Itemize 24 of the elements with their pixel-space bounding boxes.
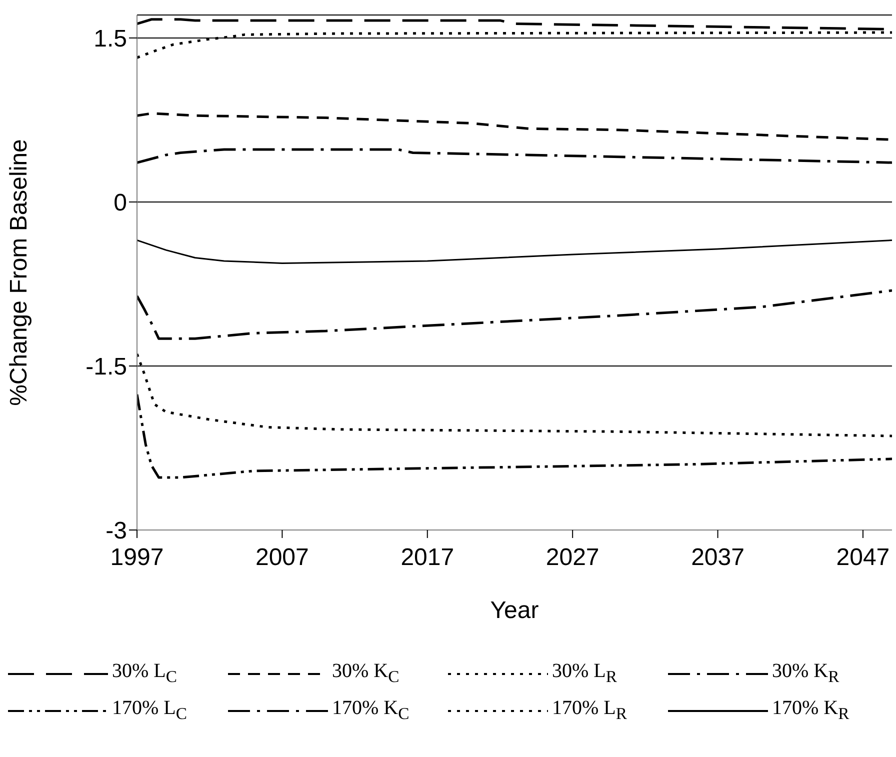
- legend-label: 30% K$_{C}$: [332, 660, 400, 687]
- y-tick-label: -3: [106, 518, 127, 545]
- legend-label: 170% K$_{R}$: [772, 697, 850, 724]
- line-series: [137, 393, 892, 479]
- legend-label: 170% K$_{C}$: [332, 697, 410, 724]
- x-tick-label: 2027: [546, 544, 600, 572]
- legend-label: 170% L$_{R}$: [552, 697, 628, 724]
- x-tick-label: 2007: [255, 544, 309, 572]
- legend-label: 30% K$_{R}$: [772, 660, 840, 687]
- y-tick-label: 0: [114, 189, 127, 216]
- legend-label: 30% L$_{R}$: [552, 660, 618, 687]
- x-tick-label: 2047: [836, 544, 890, 572]
- x-tick-label: 2017: [400, 544, 454, 572]
- line-series: [137, 239, 892, 264]
- x-axis-title: Year: [490, 597, 539, 624]
- legend-label: 30% L$_{C}$: [112, 660, 178, 687]
- line-series: [137, 148, 892, 164]
- line-series: [137, 289, 892, 340]
- x-tick-label: 1997: [110, 544, 164, 572]
- y-tick-label: -1.5: [86, 354, 127, 381]
- x-tick-label: 2037: [691, 544, 744, 572]
- legend-label: 170% L$_{C}$: [112, 697, 188, 724]
- y-tick-label: 1.5: [94, 25, 127, 52]
- y-axis-title: %Change From Baseline: [6, 139, 33, 406]
